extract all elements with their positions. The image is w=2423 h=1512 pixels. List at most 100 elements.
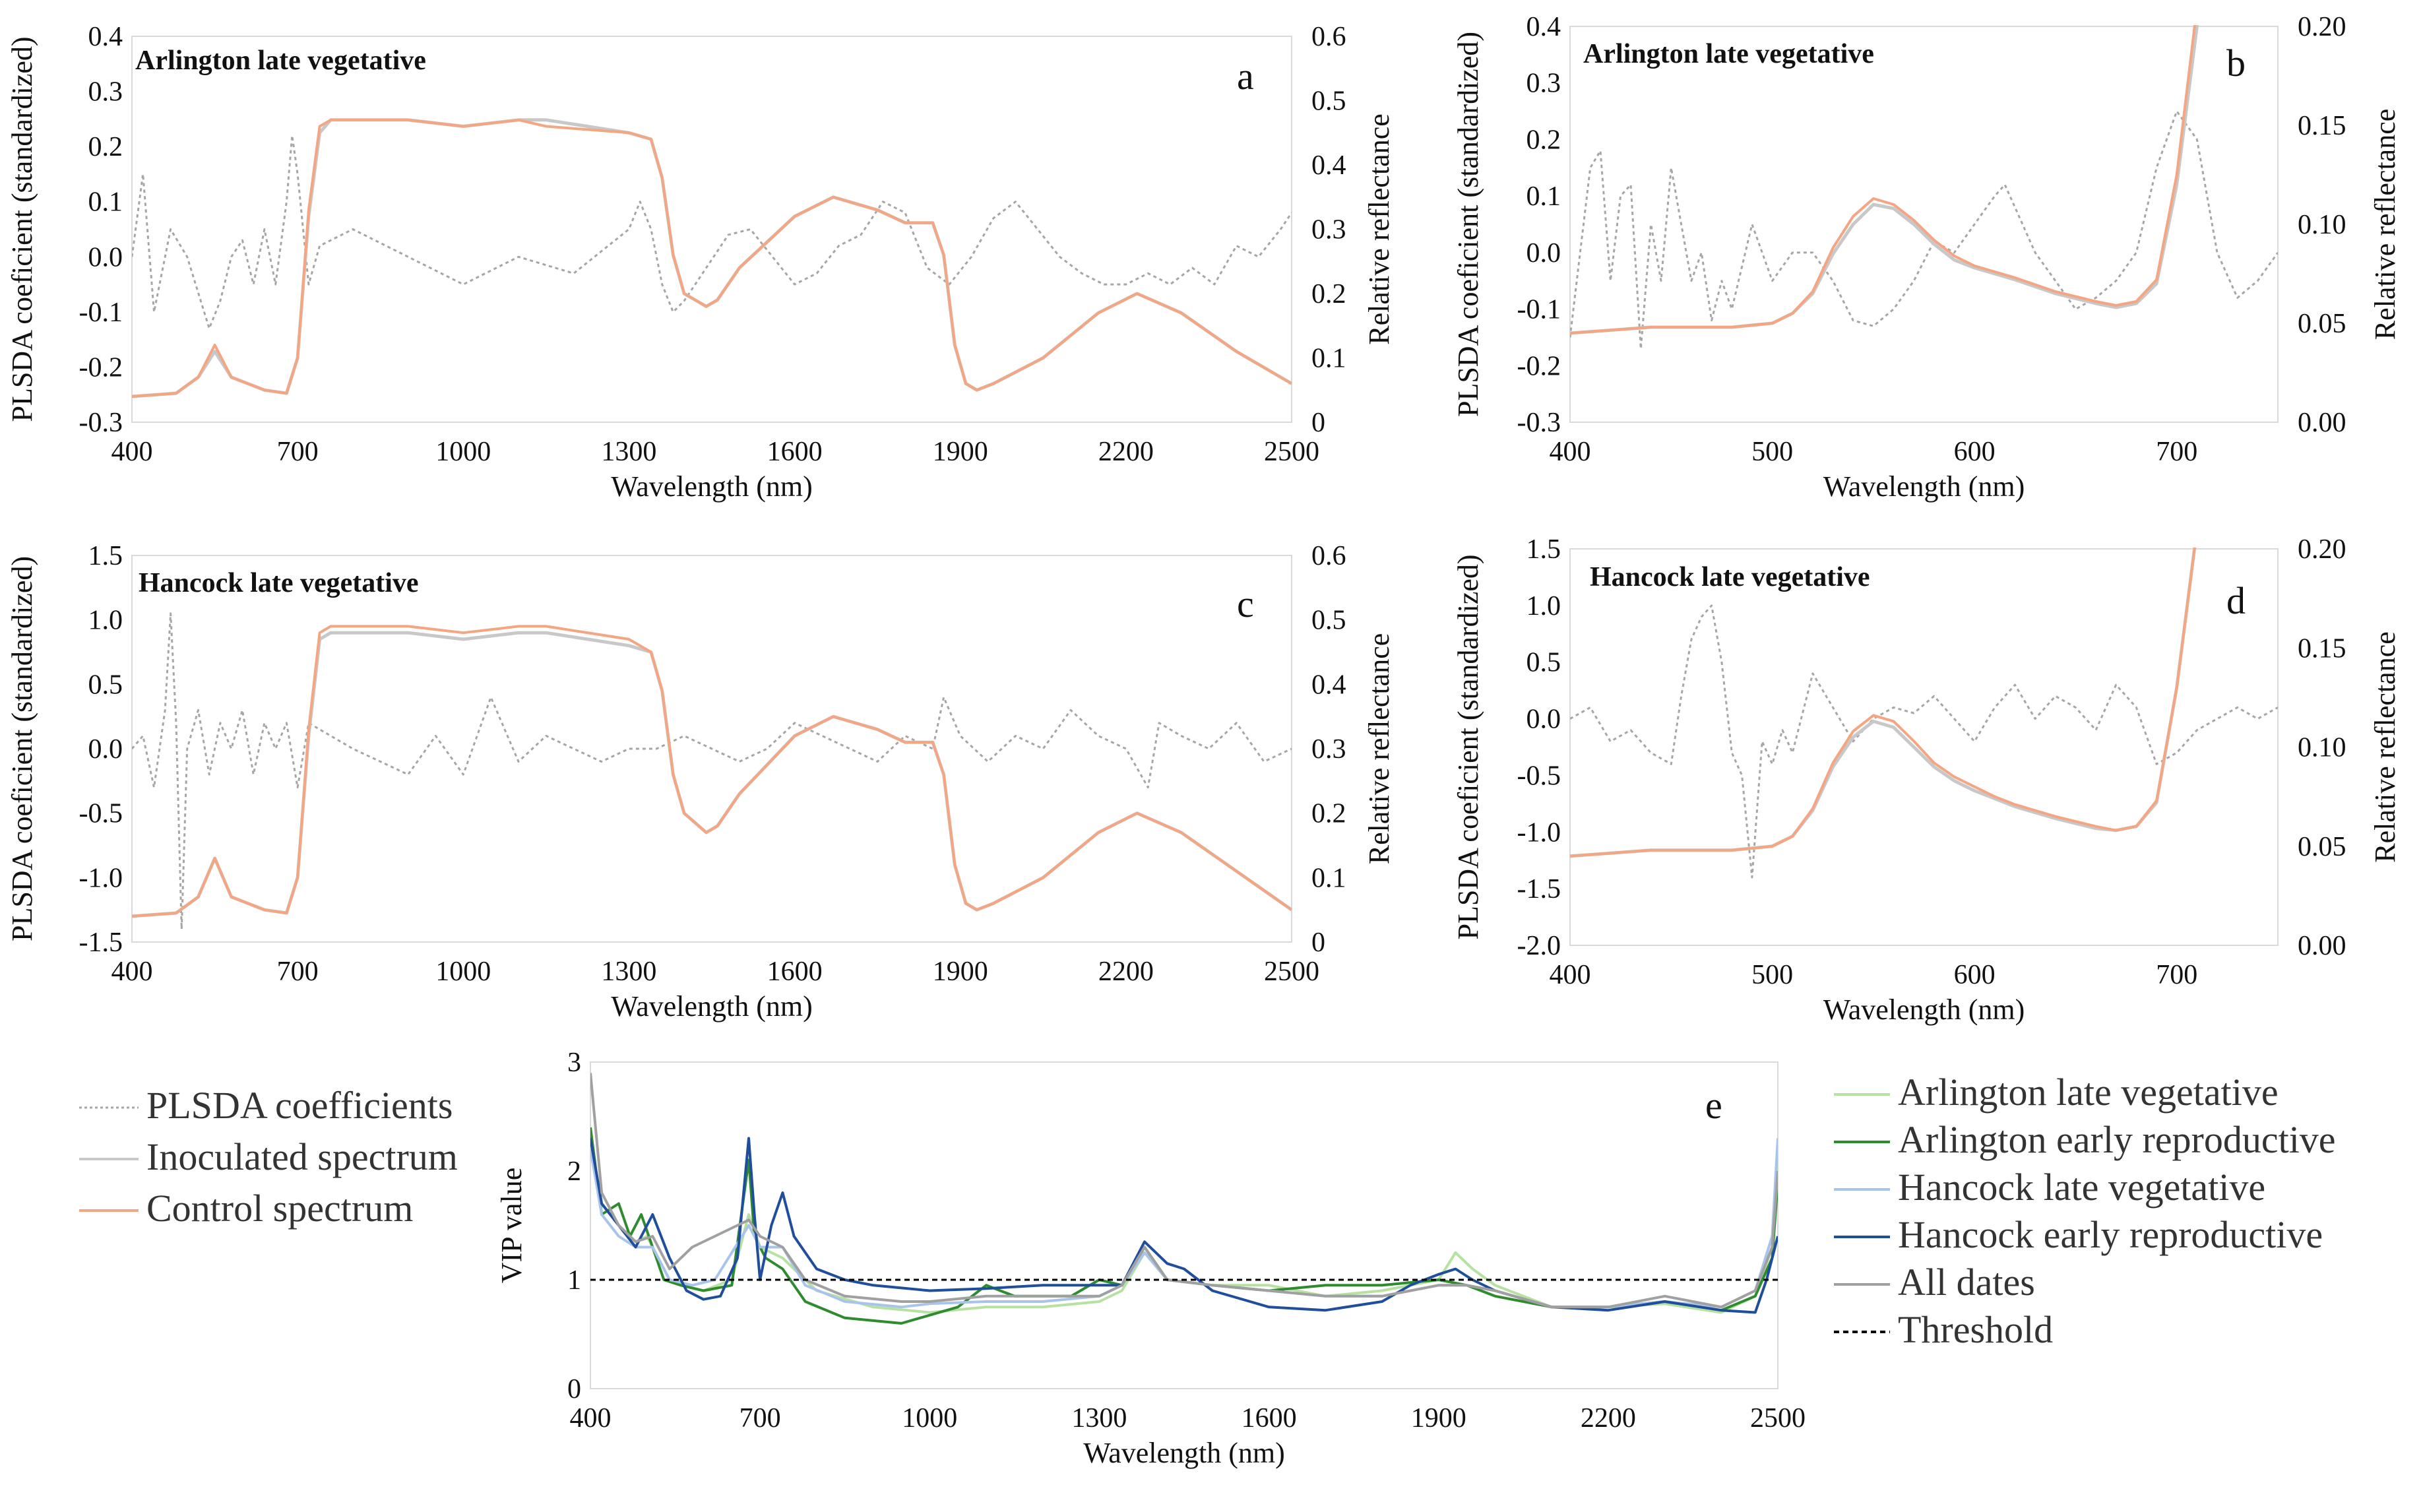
y-tick-label: 0.3: [88, 77, 123, 108]
panel-letter: c: [1237, 583, 1254, 625]
y-tick-label: -1.5: [1517, 874, 1561, 904]
y-tick-label: 0.0: [88, 242, 123, 272]
x-tick-label: 1300: [601, 957, 656, 987]
legend-label-hancock-late-vegetative: Hancock late vegetative: [1898, 1166, 2265, 1209]
series-arlington-early-reproductive: [590, 1127, 1778, 1325]
y-tick-label: 0.2: [88, 132, 123, 162]
x-tick-label: 500: [1751, 960, 1793, 990]
legend-label-arlington-early-reproductive: Arlington early reproductive: [1898, 1118, 2336, 1161]
y-tick-label: 0.2: [1526, 125, 1561, 155]
x-tick-label: 500: [1751, 437, 1793, 467]
y-tick-label: -1.0: [1517, 817, 1561, 848]
y2-axis-label: Relative reflectance: [2369, 109, 2401, 340]
panel-letter: a: [1237, 55, 1254, 98]
x-tick-label: 2200: [1098, 437, 1154, 467]
y-tick-label: 0.5: [1526, 648, 1561, 678]
series-inoculated-spectrum: [1570, 548, 2197, 858]
y-tick-label: 0.5: [88, 670, 123, 700]
x-axis-label: Wavelength (nm): [611, 990, 813, 1023]
x-tick-label: 700: [277, 957, 319, 987]
panel-title: Arlington late vegetative: [135, 46, 426, 76]
series-all-dates: [590, 1073, 1778, 1309]
plot-frame: [131, 36, 1292, 423]
panel-c: 400 700 1000 1300 1600 1900 2200 2500 -1.5 -1.0 -0…: [6, 541, 1395, 1023]
y2-tick-label: 0.1: [1311, 863, 1346, 893]
y2-axis-label: Relative reflectance: [1363, 633, 1395, 865]
x-tick-label: 1300: [601, 437, 656, 467]
y-tick-label: 0.0: [88, 734, 123, 765]
y-tick-label: 1: [567, 1265, 581, 1296]
y-axis-label: PLSDA coeficient (standardized): [6, 36, 38, 422]
x-tick-label: 700: [277, 437, 319, 467]
y-tick-label: -0.5: [79, 799, 123, 829]
y-tick-label: 1.0: [88, 606, 123, 636]
series-group: [1570, 25, 2278, 350]
series-control-spectrum: [1570, 25, 2197, 334]
y-axis-label: PLSDA coeficient (standardized): [6, 556, 38, 941]
y2-tick-label: 0.6: [1311, 541, 1346, 571]
y2-tick-label: 0.6: [1311, 22, 1346, 52]
x-tick-label: 400: [1550, 437, 1591, 467]
series-control-spectrum: [1570, 548, 2196, 858]
x-axis-label: Wavelength (nm): [1823, 993, 2025, 1026]
y2-axis-label: Relative reflectance: [1363, 113, 1395, 345]
series-plsda-coefficients: [1570, 110, 2278, 350]
x-tick-label: 400: [111, 957, 153, 987]
y-tick-label: 0.0: [1526, 705, 1561, 735]
y2-tick-label: 0.10: [2298, 733, 2346, 763]
y-tick-label: 0.0: [1526, 238, 1561, 268]
legend-label-all-dates: All dates: [1898, 1261, 2035, 1304]
y-tick-label: -0.3: [79, 408, 123, 438]
y2-tick-label: 0.3: [1311, 734, 1346, 765]
x-tick-label: 600: [1954, 437, 1996, 467]
x-tick-label: 700: [2156, 960, 2197, 990]
y2-tick-label: 0.4: [1311, 150, 1346, 181]
x-tick-label: 2500: [1264, 957, 1319, 987]
series-group: [132, 612, 1292, 930]
y2-tick-label: 0.05: [2298, 832, 2346, 862]
x-tick-label: 1600: [767, 957, 823, 987]
series-hancock-early-reproductive: [590, 1137, 1778, 1314]
y-axis-label: VIP value: [495, 1168, 528, 1284]
y2-tick-label: 0.5: [1311, 86, 1346, 117]
y2-tick-label: 0.1: [1311, 344, 1346, 374]
legend-label-hancock-early-reproductive: Hancock early reproductive: [1898, 1213, 2323, 1256]
y2-tick-label: 0.5: [1311, 606, 1346, 636]
series-group: [590, 1073, 1778, 1325]
series-control-spectrum: [132, 118, 1292, 398]
legend-label-plsda-coefficients: PLSDA coefficients: [146, 1084, 453, 1127]
x-tick-label: 1900: [933, 957, 988, 987]
x-axis-label: Wavelength (nm): [1823, 470, 2025, 503]
y2-tick-label: 0.20: [2298, 534, 2346, 565]
x-tick-label: 600: [1954, 960, 1996, 990]
x-tick-label: 2200: [1098, 957, 1154, 987]
y2-tick-label: 0.4: [1311, 670, 1346, 700]
x-tick-label: 2200: [1581, 1403, 1636, 1433]
panel-letter: b: [2226, 42, 2246, 84]
y-tick-label: -0.2: [79, 352, 123, 383]
x-tick-label: 1000: [902, 1403, 957, 1433]
y2-tick-label: 0.15: [2298, 633, 2346, 664]
y2-tick-label: 0.05: [2298, 309, 2346, 339]
panel-title: Hancock late vegetative: [1590, 562, 1870, 592]
legend-label-arlington-late-vegetative: Arlington late vegetative: [1898, 1071, 2279, 1114]
x-tick-label: 2500: [1264, 437, 1319, 467]
y-axis-label: PLSDA coeficient (standardized): [1452, 32, 1484, 417]
y-tick-label: 0.1: [1526, 181, 1561, 212]
y-tick-label: 0.1: [88, 187, 123, 218]
y-tick-label: -0.3: [1517, 408, 1561, 438]
series-group: [1570, 548, 2278, 879]
y-tick-label: 0.4: [88, 22, 123, 52]
y2-tick-label: 0.00: [2298, 931, 2346, 961]
panel-title: Arlington late vegetative: [1583, 39, 1874, 69]
y-tick-label: -1.0: [79, 863, 123, 893]
panel-d: 400 500 600 700 -2.0 -1.5 -1.0 -0.5 0.0 0.5 1.0 1.5…: [1452, 534, 2401, 1026]
y-tick-label: -0.1: [1517, 295, 1561, 325]
x-tick-label: 400: [570, 1403, 612, 1433]
y-tick-label: -0.5: [1517, 761, 1561, 791]
plot-frame: [590, 1061, 1778, 1389]
y-tick-label: 2: [567, 1156, 581, 1187]
plot-frame: [1569, 26, 2279, 423]
panel-letter: e: [1705, 1084, 1722, 1127]
